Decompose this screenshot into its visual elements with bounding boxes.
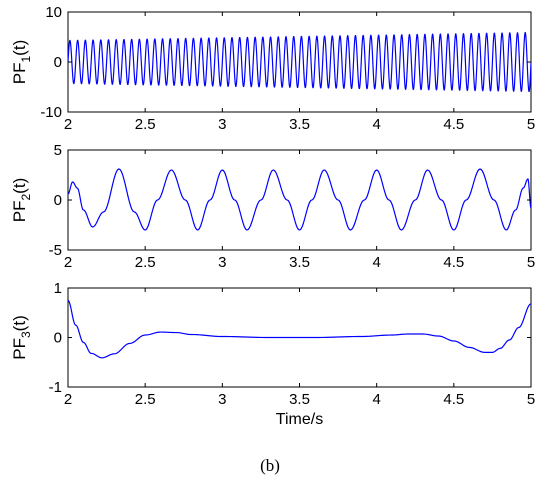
x-tick-label: 3.5	[289, 254, 310, 271]
x-tick-label: 4	[372, 391, 380, 408]
x-tick-label: 2.5	[135, 116, 156, 133]
pf1-series-line	[67, 32, 532, 93]
x-tick-label: 2.5	[135, 254, 156, 271]
x-tick-label: 4.5	[443, 391, 464, 408]
x-tick-label: 2	[64, 391, 72, 408]
y-tick-label: 10	[45, 4, 62, 21]
x-tick-label: 3	[218, 116, 226, 133]
x-axis-label: Time/s	[276, 411, 323, 428]
x-tick-label: 5	[527, 116, 535, 133]
pf3-series-line	[67, 299, 532, 359]
x-tick-label: 3	[218, 254, 226, 271]
x-tick-label: 3	[218, 391, 226, 408]
figure-caption: (b)	[260, 456, 280, 475]
plot-frame	[67, 149, 532, 251]
y-tick-label: 1	[54, 280, 62, 297]
x-tick-label: 3.5	[289, 391, 310, 408]
x-tick-label: 2	[64, 254, 72, 271]
x-tick-label: 5	[527, 391, 535, 408]
pf2-series-line	[67, 168, 532, 231]
x-tick-label: 4	[372, 254, 380, 271]
y-tick-label: 5	[54, 142, 62, 159]
x-tick-label: 2.5	[135, 391, 156, 408]
x-tick-label: 4.5	[443, 254, 464, 271]
x-tick-label: 5	[527, 254, 535, 271]
y-tick-label: 0	[54, 54, 62, 71]
x-tick-label: 3.5	[289, 116, 310, 133]
panel-pf2: 2 2.5 3 3.5 4 4.5 5 5 0 -5 PF2(t)	[10, 142, 535, 271]
y-tick-label: 0	[54, 192, 62, 209]
x-tick-label: 4.5	[443, 116, 464, 133]
y-axis-label: PF3(t)	[10, 315, 33, 359]
x-tick-label: 2	[64, 116, 72, 133]
y-tick-label: -5	[49, 242, 62, 259]
y-tick-label: -10	[40, 104, 62, 121]
y-tick-label: 0	[54, 330, 62, 347]
x-tick-label: 4	[372, 116, 380, 133]
panel-pf1: 2 2.5 3 3.5 4 4.5 5 10 0 -10 PF1(t)	[10, 4, 535, 133]
y-axis-label: PF2(t)	[10, 178, 33, 222]
y-axis-label: PF1(t)	[10, 40, 33, 84]
panel-pf3: 2 2.5 3 3.5 4 4.5 5 1 0 -1 PF3(t) Time/s	[10, 280, 535, 428]
y-tick-label: -1	[49, 379, 62, 396]
